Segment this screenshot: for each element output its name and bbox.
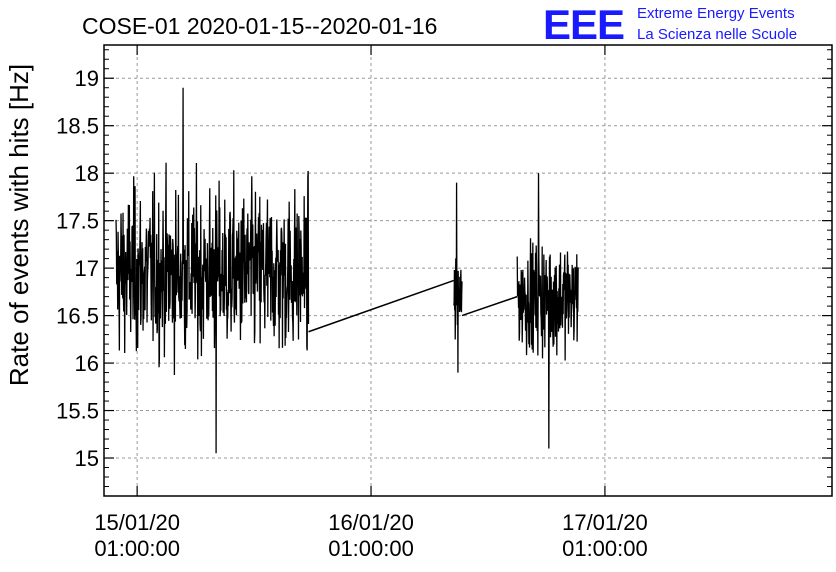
series-rate-segment	[453, 182, 463, 373]
y-tick-label: 18.5	[56, 114, 99, 139]
series-rate-segment	[516, 173, 579, 449]
x-tick-label-time: 01:00:00	[562, 536, 648, 561]
y-tick-label: 19	[75, 66, 99, 91]
y-ticks: 15 15.5 16 16.5 17 17.5 18 18.5 19	[56, 49, 832, 488]
x-tick-label-date: 17/01/20	[562, 510, 648, 535]
eee-logo-text: EEE	[543, 1, 624, 48]
y-axis-label: Rate of events with hits [Hz]	[4, 64, 34, 386]
y-tick-label: 15	[75, 446, 99, 471]
series-rate-connector	[461, 295, 518, 317]
x-ticks: 15/01/2001:00:0016/01/2001:00:0017/01/20…	[94, 45, 648, 561]
org-name-line2: La Scienza nelle Scuole	[637, 26, 797, 43]
y-tick-label: 16.5	[56, 304, 99, 329]
x-tick-label-date: 15/01/20	[94, 510, 180, 535]
y-tick-label: 15.5	[56, 399, 99, 424]
series-rate	[115, 87, 579, 454]
plot-frame	[103, 44, 833, 497]
org-name-line1: Extreme Energy Events	[637, 5, 795, 22]
y-tick-label: 17.5	[56, 209, 99, 234]
x-tick-label-date: 16/01/20	[328, 510, 414, 535]
y-tick-label: 18	[75, 161, 99, 186]
eee-logo: EEE Extreme Energy Events La Scienza nel…	[543, 1, 797, 48]
series-rate-segment	[115, 87, 310, 454]
y-tick-label: 17	[75, 256, 99, 281]
series-rate-connector	[308, 279, 455, 333]
x-tick-label-time: 01:00:00	[328, 536, 414, 561]
chart-title: COSE-01 2020-01-15--2020-01-16	[82, 13, 437, 39]
y-tick-label: 16	[75, 351, 99, 376]
x-tick-label-time: 01:00:00	[94, 536, 180, 561]
grid-lines	[104, 45, 832, 496]
